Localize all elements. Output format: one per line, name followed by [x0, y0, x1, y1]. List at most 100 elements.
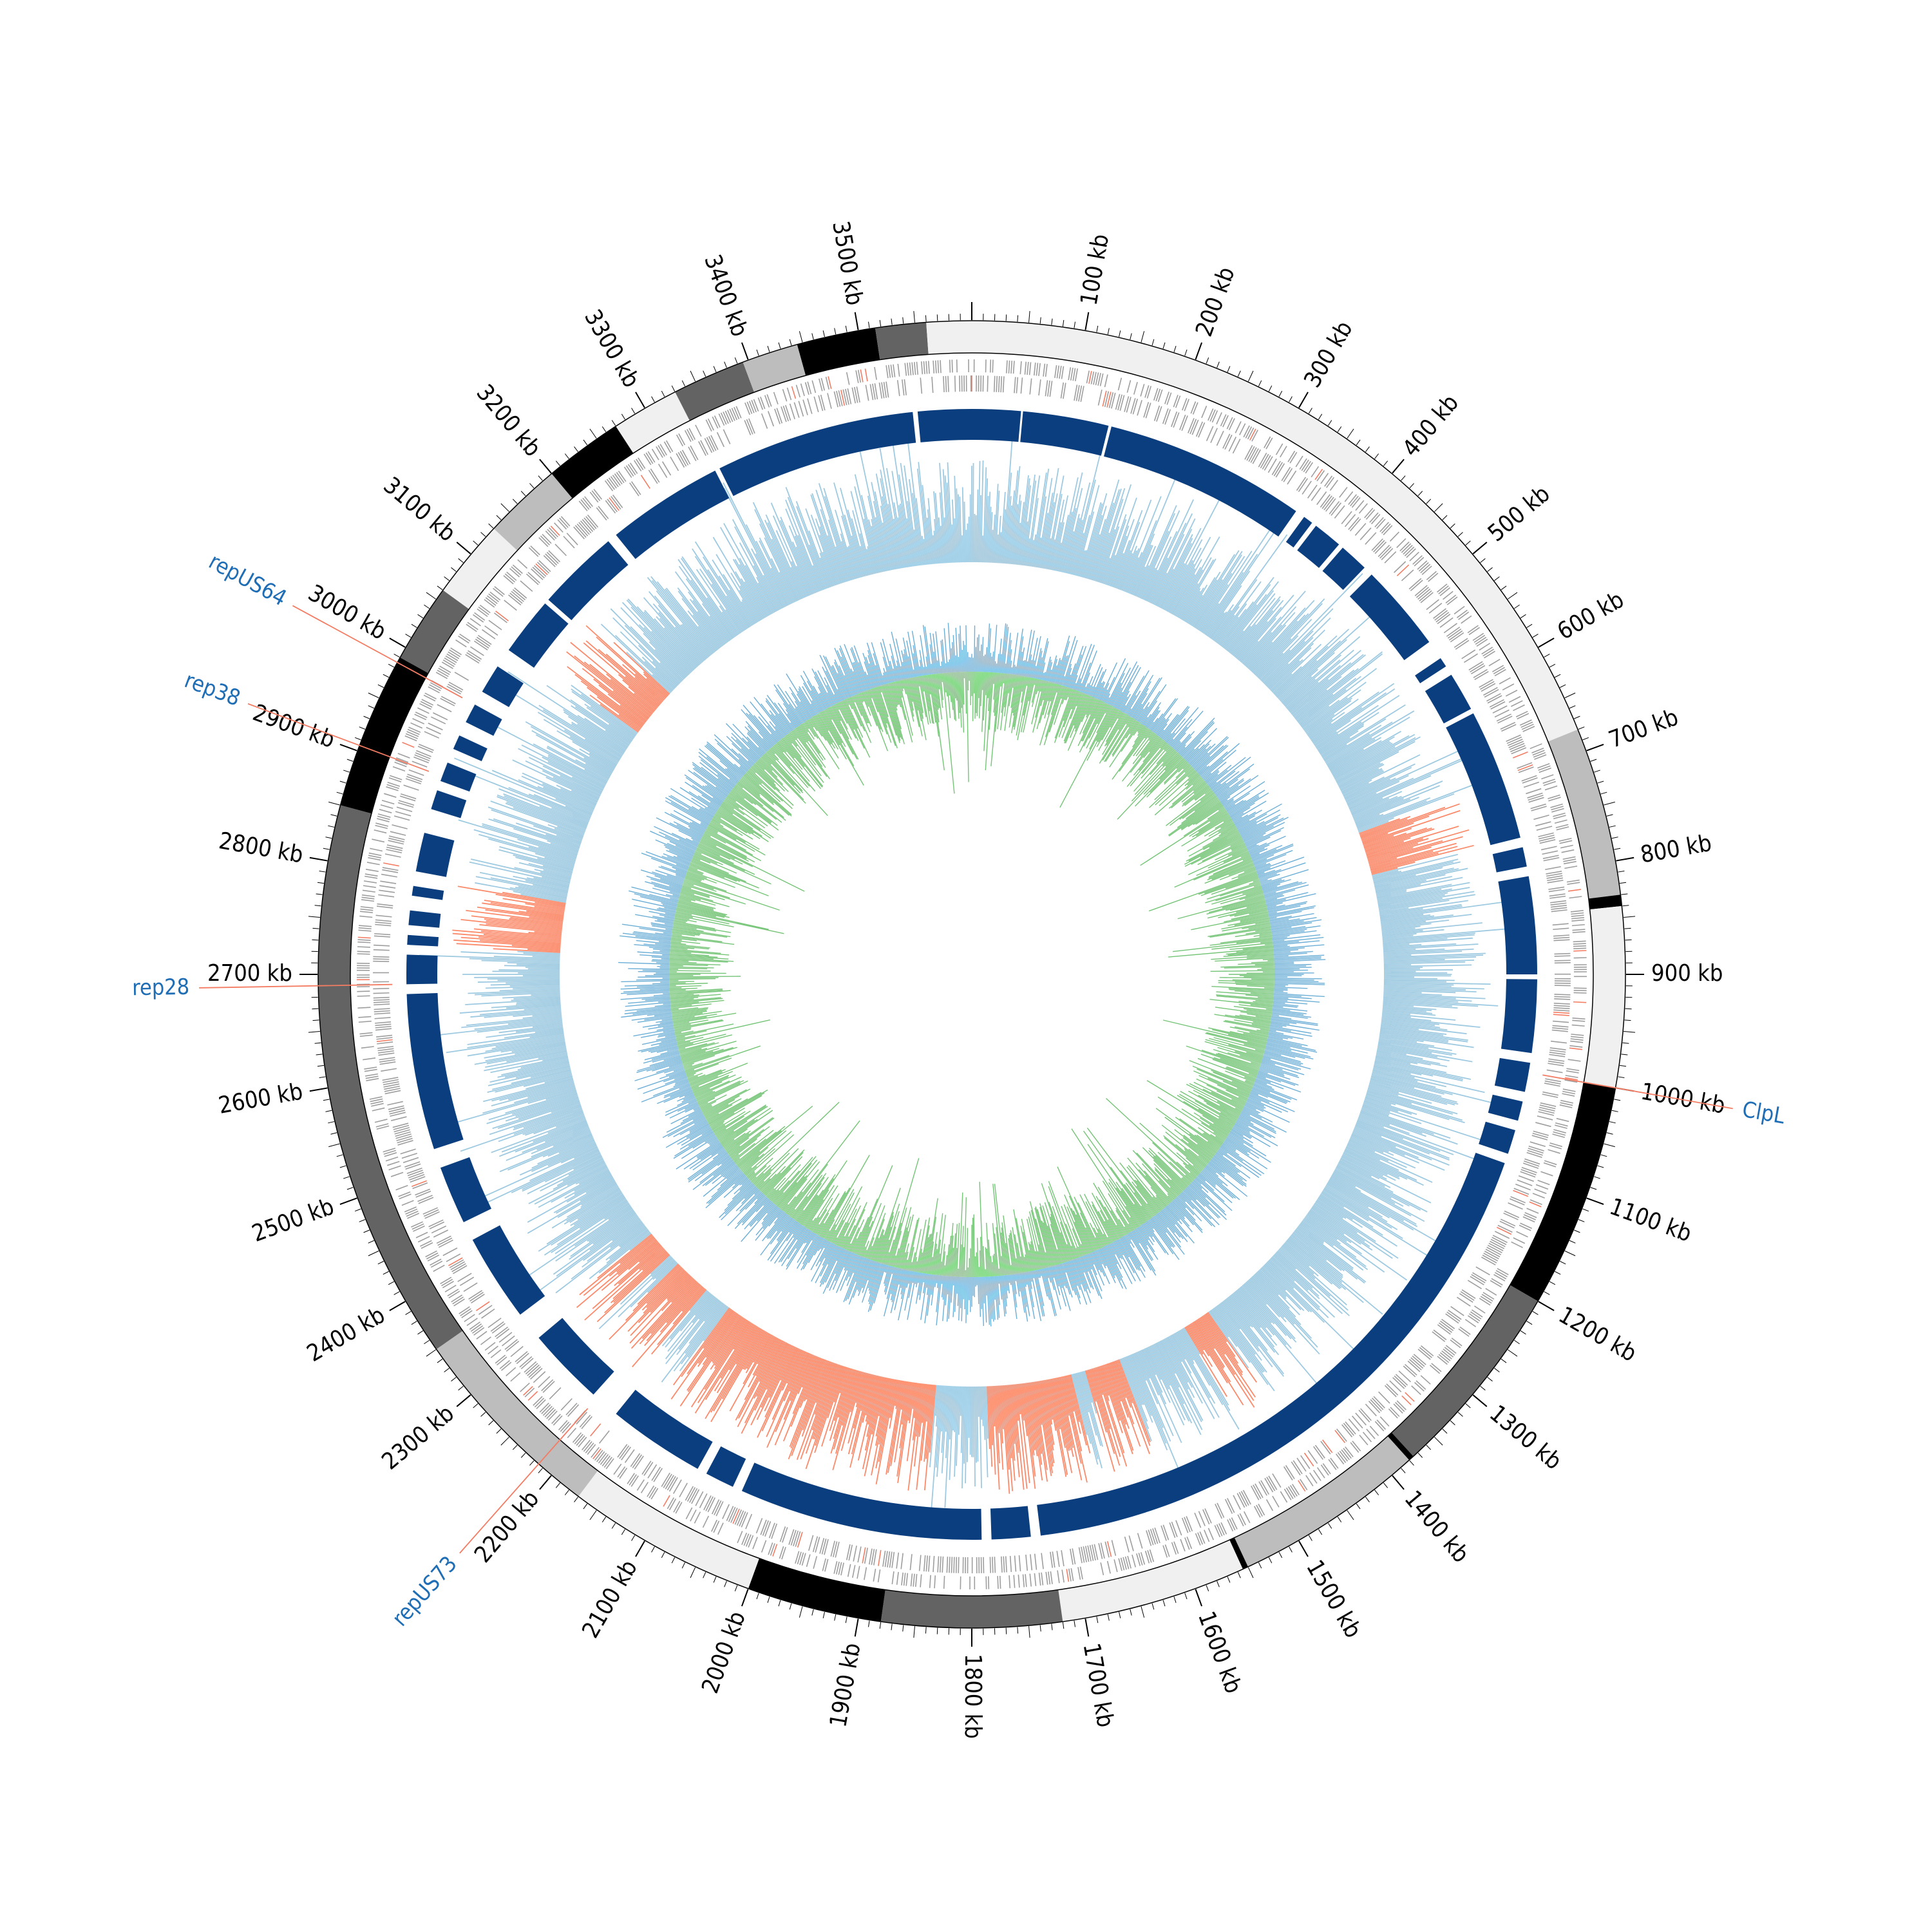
skew-bar-negative [1126, 741, 1166, 787]
skew-bar-positive [1070, 1260, 1081, 1291]
skew-bar-positive [890, 1268, 900, 1301]
skew-bar-negative [1023, 678, 1036, 733]
gc-bar [1043, 493, 1058, 569]
skew-bar-positive [1236, 1121, 1265, 1137]
skew-bar-negative [1039, 684, 1059, 746]
skew-bar-positive [706, 784, 726, 799]
skew-bar-positive [755, 1207, 779, 1236]
skew-bar-positive [726, 768, 741, 780]
skew-bar-positive [1247, 1098, 1265, 1106]
skew-bar-positive [1248, 1095, 1262, 1103]
skew-bar-positive [652, 1081, 690, 1097]
skew-bar-positive [745, 721, 771, 749]
skew-bar-negative [1201, 1050, 1260, 1070]
skew-bar-negative [1013, 1209, 1025, 1273]
skew-bar-positive [668, 849, 692, 860]
skew-bar-negative [960, 1244, 962, 1277]
gc-bar [1372, 871, 1402, 879]
skew-bar-positive [665, 894, 679, 898]
skew-bar-positive [868, 1263, 883, 1305]
skew-bar-positive [652, 887, 680, 896]
skew-bar-positive [638, 1041, 677, 1052]
skew-bar-positive [656, 817, 701, 840]
gc-bar [1383, 969, 1454, 971]
skew-bar-negative [1202, 830, 1239, 850]
skew-bar-positive [773, 1211, 784, 1224]
skew-bar-negative [1253, 1021, 1271, 1026]
gc-bar [1378, 1042, 1452, 1056]
skew-bar-negative [844, 1202, 867, 1250]
skew-bar-negative [956, 672, 960, 719]
skew-bar-positive [659, 831, 697, 849]
skew-bar-negative [1140, 734, 1157, 756]
skew-bar-negative [1044, 683, 1055, 719]
skew-bar-positive [983, 656, 985, 672]
skew-bar-positive [1228, 1133, 1244, 1144]
skew-bar-negative [705, 829, 753, 856]
skew-bar-positive [1255, 864, 1271, 871]
gc-bar [1050, 499, 1065, 570]
skew-bar-positive [1014, 1274, 1016, 1282]
skew-bar-positive [1146, 710, 1159, 728]
skew-bar-positive [1220, 1146, 1262, 1176]
gc-bar [1379, 1032, 1448, 1043]
skew-bar-negative [1239, 1014, 1271, 1021]
skew-bar-negative [693, 854, 737, 874]
skew-bar-positive [1078, 1257, 1085, 1273]
skew-bar-positive [766, 695, 793, 731]
skew-bar-negative [908, 678, 920, 727]
skew-bar-positive [781, 1217, 793, 1232]
skew-bar-positive [1244, 822, 1285, 843]
gc-bar [1287, 665, 1341, 710]
skew-bar-positive [721, 1186, 756, 1220]
gc-bar [1345, 777, 1396, 802]
skew-bar-positive [998, 638, 1002, 673]
skew-bar-negative [1193, 855, 1251, 881]
skew-bar-negative [1029, 1201, 1048, 1268]
skew-bar-negative [951, 672, 956, 720]
skew-bar-negative [963, 1197, 967, 1277]
skew-bar-negative [1135, 732, 1155, 757]
skew-bar-negative [871, 688, 892, 743]
skew-bar-positive [1157, 723, 1168, 736]
skew-bar-negative [708, 1089, 768, 1124]
skew-bar-positive [1068, 645, 1084, 688]
skew-bar-negative [1239, 892, 1264, 900]
skew-bar-positive [705, 1173, 745, 1209]
skew-bar-negative [728, 1129, 764, 1156]
gc-bar [1280, 652, 1335, 701]
skew-bar-negative [1096, 708, 1119, 748]
skew-bar-negative [1246, 956, 1274, 959]
skew-bar-negative [986, 1248, 989, 1277]
skew-bar-positive [665, 835, 696, 851]
skew-bar-positive [1151, 698, 1177, 732]
skew-bar-negative [1119, 729, 1150, 772]
gc-bar [1300, 668, 1378, 726]
skew-bar-negative [719, 807, 762, 837]
skew-bar-negative [1141, 743, 1168, 774]
skew-bar-positive [1100, 1247, 1115, 1278]
skew-bar-positive [664, 1066, 684, 1074]
skew-bar-positive [891, 656, 898, 681]
skew-bar-positive [1226, 800, 1244, 812]
skew-bar-negative [761, 757, 806, 804]
skew-bar-positive [800, 701, 811, 719]
skew-bar-positive [1013, 1274, 1017, 1294]
skew-bar-positive [822, 1247, 841, 1285]
skew-bar-positive [1274, 963, 1312, 966]
skew-bar-positive [826, 685, 837, 705]
gc-bar [1021, 521, 1028, 565]
skew-bar-negative [1239, 1054, 1262, 1063]
gc-bar [1364, 827, 1427, 849]
skew-bar-negative [1133, 747, 1173, 792]
skew-bar-negative [825, 1189, 855, 1240]
skew-bar-positive [933, 651, 937, 674]
skew-bar-negative [731, 790, 778, 826]
gc-bar [1381, 1020, 1441, 1028]
skew-bar-positive [1127, 708, 1132, 715]
skew-bar-negative [1040, 681, 1048, 706]
skew-bar-negative [688, 868, 703, 875]
gc-bar [1372, 858, 1459, 880]
skew-bar-negative [674, 1027, 692, 1032]
skew-bar-negative [672, 933, 682, 936]
